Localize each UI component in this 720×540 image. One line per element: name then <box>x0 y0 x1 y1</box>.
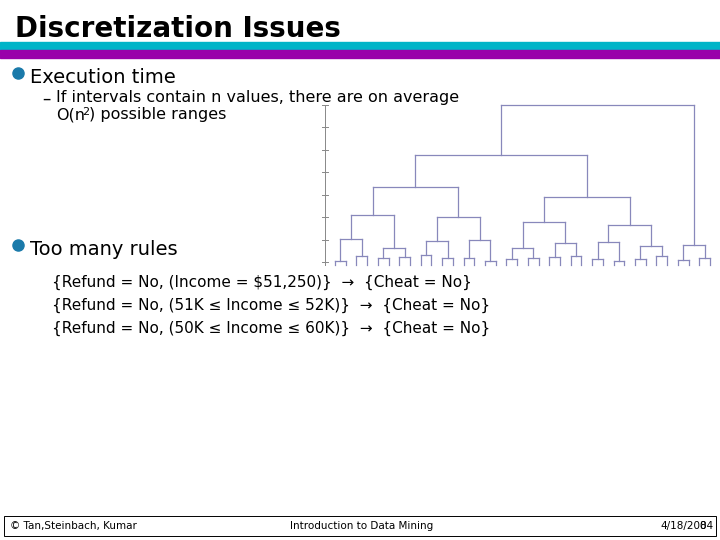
Text: {Refund = No, (51K ≤ Income ≤ 52K)}  →  {Cheat = No}: {Refund = No, (51K ≤ Income ≤ 52K)} → {C… <box>52 298 490 313</box>
Text: Discretization Issues: Discretization Issues <box>15 15 341 43</box>
Text: © Tan,Steinbach, Kumar: © Tan,Steinbach, Kumar <box>10 521 137 531</box>
Text: 8: 8 <box>699 521 706 531</box>
Text: {Refund = No, (50K ≤ Income ≤ 60K)}  →  {Cheat = No}: {Refund = No, (50K ≤ Income ≤ 60K)} → {C… <box>52 321 490 336</box>
Bar <box>4 516 716 536</box>
Bar <box>0 42 720 50</box>
Text: Introduction to Data Mining: Introduction to Data Mining <box>290 521 433 531</box>
Text: 4/18/2004: 4/18/2004 <box>660 521 713 531</box>
Text: Execution time: Execution time <box>30 68 176 87</box>
Text: –: – <box>42 90 50 108</box>
Text: Too many rules: Too many rules <box>30 240 178 259</box>
Text: {Refund = No, (Income = $51,250)}  →  {Cheat = No}: {Refund = No, (Income = $51,250)} → {Che… <box>52 275 472 290</box>
Text: O(n: O(n <box>56 107 85 122</box>
Text: If intervals contain n values, there are on average: If intervals contain n values, there are… <box>56 90 459 105</box>
Bar <box>0 50 720 58</box>
Text: 2: 2 <box>82 107 89 117</box>
Text: ) possible ranges: ) possible ranges <box>89 107 226 122</box>
